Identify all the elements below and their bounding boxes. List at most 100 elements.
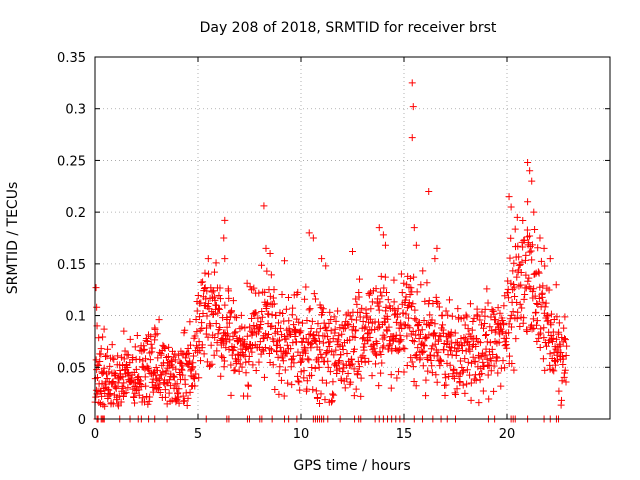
data-point	[378, 359, 386, 367]
data-point	[539, 298, 547, 306]
data-point	[533, 317, 541, 325]
data-point	[351, 333, 359, 341]
data-point	[367, 288, 375, 296]
data-point	[373, 339, 381, 347]
data-point	[401, 345, 409, 353]
data-point	[541, 366, 549, 374]
data-point	[357, 392, 365, 400]
data-point	[361, 358, 369, 366]
data-point	[398, 288, 406, 296]
data-point	[225, 294, 233, 302]
data-point	[353, 371, 361, 379]
data-point	[406, 274, 414, 282]
data-point	[165, 389, 173, 397]
data-point	[307, 344, 315, 352]
data-point	[396, 346, 404, 354]
data-point	[304, 355, 312, 363]
data-point	[511, 225, 519, 233]
data-point	[532, 321, 540, 329]
data-point	[508, 360, 516, 368]
data-point	[356, 275, 364, 283]
data-point	[139, 394, 147, 402]
data-point	[178, 366, 186, 374]
data-point	[318, 353, 326, 361]
data-point	[215, 291, 223, 299]
data-point	[147, 333, 155, 341]
data-point	[176, 358, 184, 366]
data-point	[394, 313, 402, 321]
data-point	[289, 352, 297, 360]
data-point	[451, 389, 459, 397]
data-point	[222, 338, 230, 346]
data-point	[161, 393, 169, 401]
data-point	[135, 373, 143, 381]
data-point	[204, 333, 212, 341]
data-point	[262, 244, 270, 252]
data-point	[338, 330, 346, 338]
data-point	[205, 270, 213, 278]
data-point	[225, 287, 233, 295]
data-point	[356, 313, 364, 321]
data-point	[273, 328, 281, 336]
data-point	[119, 393, 127, 401]
data-point	[415, 318, 423, 326]
y-tick-label: 0.25	[57, 154, 86, 169]
data-point	[359, 343, 367, 351]
data-point	[341, 384, 349, 392]
data-point	[410, 378, 418, 386]
data-point	[470, 375, 478, 383]
data-point	[115, 392, 123, 400]
data-point	[442, 374, 450, 382]
data-point	[343, 349, 351, 357]
data-point	[516, 323, 524, 331]
data-point	[148, 378, 156, 386]
data-point	[420, 317, 428, 325]
data-point	[148, 344, 156, 352]
data-point	[300, 367, 308, 375]
data-point	[510, 280, 518, 288]
data-point	[399, 344, 407, 352]
data-point	[124, 351, 132, 359]
data-point	[537, 325, 545, 333]
data-point	[437, 356, 445, 364]
data-point	[390, 276, 398, 284]
data-point	[96, 357, 104, 365]
data-point	[422, 321, 430, 329]
axis-ticks	[94, 56, 610, 420]
data-point	[301, 295, 309, 303]
data-point	[258, 307, 266, 315]
data-point	[330, 351, 338, 359]
data-point	[203, 312, 211, 320]
y-axis-label: SRMTID / TECUs	[5, 182, 21, 295]
data-point	[540, 334, 548, 342]
data-point	[309, 234, 317, 242]
data-point	[433, 298, 441, 306]
data-point	[230, 329, 238, 337]
data-point	[131, 399, 139, 407]
data-point	[423, 279, 431, 287]
data-point	[426, 311, 434, 319]
data-point	[507, 234, 515, 242]
data-point	[524, 277, 532, 285]
data-point	[109, 354, 117, 362]
data-point	[535, 269, 543, 277]
data-point	[290, 359, 298, 367]
data-point	[126, 335, 134, 343]
data-point	[213, 347, 221, 355]
data-point	[377, 350, 385, 358]
data-point	[92, 393, 100, 401]
data-point	[506, 254, 514, 262]
data-point	[179, 362, 187, 370]
data-point	[267, 271, 275, 279]
data-point	[296, 352, 304, 360]
data-point	[557, 348, 565, 356]
data-point	[539, 355, 547, 363]
data-point	[193, 328, 201, 336]
data-point	[530, 208, 538, 216]
data-point	[316, 346, 324, 354]
data-point	[268, 322, 276, 330]
data-point	[279, 357, 287, 365]
data-point	[524, 158, 532, 166]
data-point	[149, 388, 157, 396]
